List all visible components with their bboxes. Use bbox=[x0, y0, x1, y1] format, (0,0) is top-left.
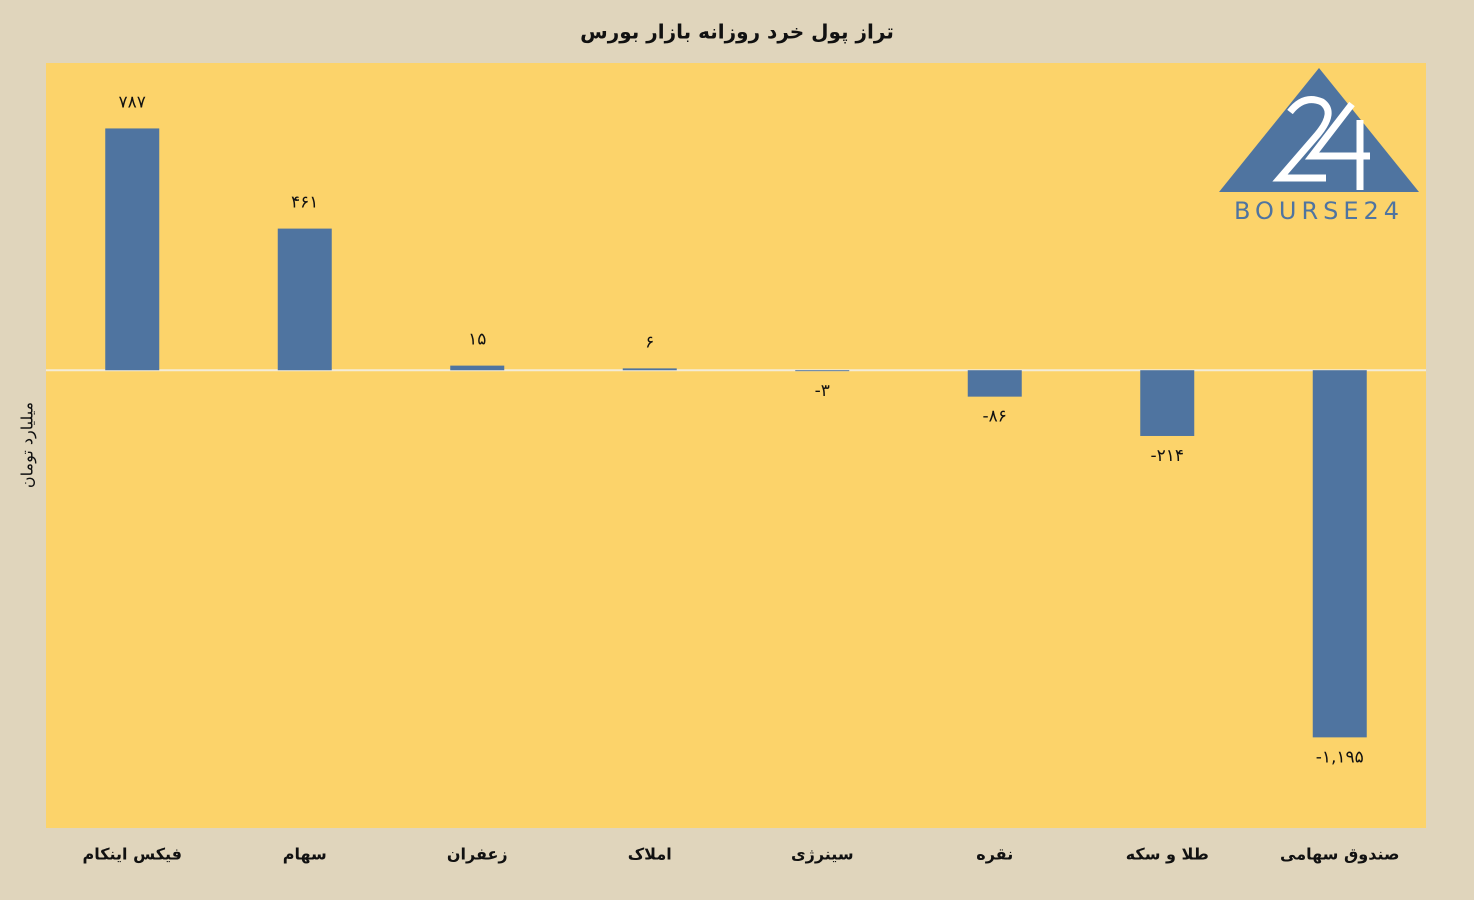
y-axis-label: میلیارد تومان bbox=[18, 402, 38, 488]
data-label: -۸۶ bbox=[983, 407, 1007, 427]
bar bbox=[1312, 370, 1367, 738]
data-label: -۳ bbox=[815, 381, 830, 401]
x-tick-label: طلا و سکه bbox=[1126, 845, 1209, 864]
data-label: ۷۸۷ bbox=[119, 92, 146, 112]
data-label: ۱۵ bbox=[468, 330, 486, 350]
bar bbox=[277, 228, 332, 371]
bar bbox=[967, 370, 1022, 397]
logo-text: BOURSE24 bbox=[1234, 197, 1404, 225]
x-tick-label: صندوق سهامی bbox=[1280, 845, 1399, 864]
x-tick-label: سینرژی bbox=[791, 845, 854, 864]
data-label: ۶ bbox=[645, 332, 654, 352]
logo: BOURSE24 bbox=[1219, 68, 1419, 225]
x-tick-label: سهام bbox=[283, 845, 327, 864]
plot-area bbox=[46, 63, 1426, 828]
x-tick-label: نقره bbox=[976, 845, 1013, 864]
chart-title: تراز پول خرد روزانه بازار بورس bbox=[580, 20, 894, 45]
x-tick-label: زعفران bbox=[447, 845, 508, 864]
bar bbox=[450, 365, 505, 371]
logo-four bbox=[1304, 101, 1370, 190]
data-label: -۲۱۴ bbox=[1150, 446, 1184, 466]
bar bbox=[1140, 370, 1195, 436]
bar bbox=[795, 370, 850, 372]
data-label: ۴۶۱ bbox=[291, 193, 318, 213]
data-label: -۱,۱۹۵ bbox=[1316, 747, 1364, 767]
x-tick-label: فیکس اینکام bbox=[82, 845, 182, 864]
bar bbox=[105, 128, 160, 371]
logo-two bbox=[1272, 96, 1332, 182]
x-tick-label: املاک bbox=[628, 845, 672, 864]
bar bbox=[622, 368, 677, 371]
